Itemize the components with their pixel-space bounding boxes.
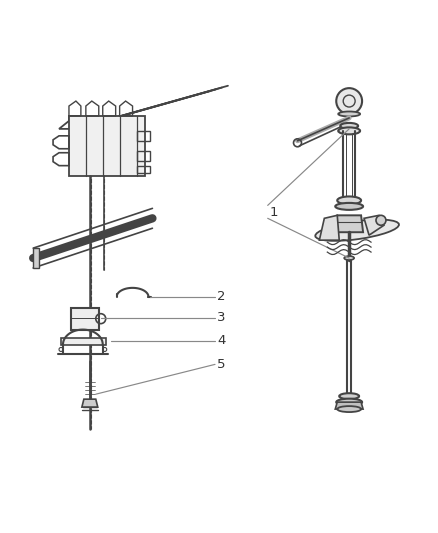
Bar [71,308,99,329]
Polygon shape [69,116,145,175]
Polygon shape [319,215,339,240]
Ellipse shape [335,203,363,210]
Polygon shape [82,399,98,407]
Circle shape [376,215,386,225]
Text: 5: 5 [217,358,226,371]
Ellipse shape [337,406,361,412]
Ellipse shape [336,399,362,406]
Polygon shape [61,337,106,344]
Ellipse shape [315,220,399,241]
Polygon shape [364,215,384,235]
Ellipse shape [344,256,354,260]
Text: 1: 1 [270,206,278,219]
Text: 2: 2 [217,290,226,303]
Ellipse shape [338,111,360,116]
Ellipse shape [340,123,358,129]
Polygon shape [335,402,363,409]
Text: 4: 4 [217,334,226,347]
Polygon shape [335,215,363,232]
Ellipse shape [338,127,360,134]
Text: 3: 3 [217,311,226,324]
Ellipse shape [337,197,361,204]
Ellipse shape [339,393,359,399]
Polygon shape [33,248,39,268]
Circle shape [336,88,362,114]
